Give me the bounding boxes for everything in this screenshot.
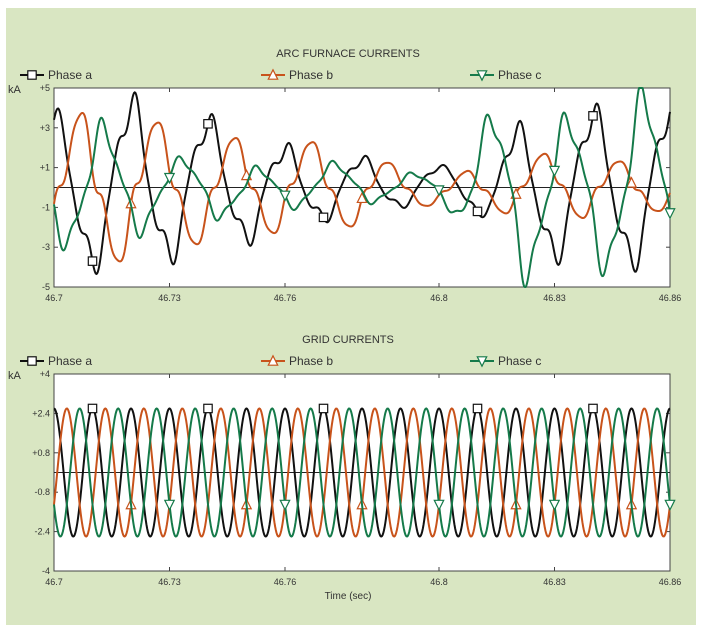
y-tick-label: -4: [42, 566, 50, 576]
series-marker: [318, 403, 329, 414]
figure: ARC FURNACE CURRENTS kA +5 +3 +1 -1 -3 -5 46.7 46…: [6, 8, 696, 625]
legend-item: Phase c: [470, 68, 541, 82]
y-tick-label: +2.4: [32, 408, 50, 418]
series-marker: [203, 119, 213, 129]
series-marker: [87, 256, 98, 266]
legend-label: Phase b: [289, 68, 333, 82]
series-marker: [548, 499, 561, 512]
series-marker: [664, 208, 676, 220]
series-marker: [472, 403, 483, 414]
legend-item: Phase a: [20, 354, 92, 368]
legend-marker: [476, 70, 488, 82]
series-marker: [279, 190, 291, 202]
legend-item: Phase a: [20, 68, 92, 82]
legend-marker: [27, 70, 37, 80]
legend-item: Phase c: [470, 354, 541, 368]
y-tick-label: -0.8: [34, 487, 50, 497]
series-phase-c: [53, 407, 676, 538]
x-tick-label: 46.86: [659, 577, 682, 587]
chart-title: ARC FURNACE CURRENTS: [276, 48, 420, 60]
y-tick-label: +5: [40, 83, 50, 93]
legend-label: Phase a: [48, 354, 92, 368]
y-tick-label: -5: [42, 282, 50, 292]
series-line: [53, 87, 671, 288]
series-line: [53, 91, 671, 276]
y-tick-label: +4: [40, 369, 50, 379]
y-axis-label: kA: [8, 84, 22, 96]
series-marker: [163, 172, 176, 185]
x-tick-label: 46.7: [45, 293, 63, 303]
series-marker: [433, 185, 445, 197]
series-marker: [625, 176, 638, 188]
series-marker: [203, 403, 213, 414]
legend-marker: [476, 356, 488, 368]
legend-item: Phase b: [261, 354, 333, 368]
series-marker: [433, 499, 445, 512]
x-tick-label: 46.83: [543, 293, 566, 303]
y-axis-label: kA: [8, 370, 22, 382]
series-marker: [588, 111, 598, 121]
series-phase-c: [53, 87, 676, 288]
series-phase-a: [53, 91, 671, 276]
legend-marker: [27, 356, 37, 366]
x-tick-label: 46.7: [45, 577, 63, 587]
series-marker: [664, 499, 676, 512]
legend-marker: [267, 68, 279, 80]
series-marker: [548, 165, 561, 178]
x-tick-label: 46.76: [274, 293, 297, 303]
series-marker: [279, 499, 291, 512]
legend-label: Phase c: [498, 68, 541, 82]
x-tick-label: 46.73: [158, 577, 181, 587]
series-marker: [87, 403, 98, 414]
x-tick-label: 46.8: [430, 577, 448, 587]
series-marker: [472, 206, 483, 217]
y-tick-label: +3: [40, 123, 50, 133]
legend-item: Phase b: [261, 68, 333, 82]
x-tick-label: 46.73: [158, 293, 181, 303]
y-tick-label: +1: [40, 163, 50, 173]
x-tick-label: 46.76: [274, 577, 297, 587]
x-tick-label: 46.8: [430, 293, 448, 303]
series-marker: [318, 212, 329, 223]
x-tick-label: 46.83: [543, 577, 566, 587]
series-marker: [588, 403, 598, 414]
legend-label: Phase c: [498, 354, 541, 368]
series-line: [53, 407, 671, 538]
series-marker: [163, 499, 176, 512]
chart-title: GRID CURRENTS: [302, 334, 394, 346]
y-tick-label: -1: [42, 202, 50, 212]
legend-label: Phase b: [289, 354, 333, 368]
x-axis-label: Time (sec): [325, 591, 372, 602]
y-tick-label: +0.8: [32, 448, 50, 458]
series-marker: [356, 191, 368, 204]
y-tick-label: -2.4: [34, 527, 50, 537]
legend-marker: [267, 354, 279, 366]
legend-label: Phase a: [48, 68, 92, 82]
x-tick-label: 46.86: [659, 293, 682, 303]
chart-2: GRID CURRENTS kA +4 +2.4 +0.8 -0.8 -2.4 -446.7 4…: [8, 334, 681, 602]
chart-1: ARC FURNACE CURRENTS kA +5 +3 +1 -1 -3 -546.7 46…: [8, 48, 681, 303]
y-tick-label: -3: [42, 242, 50, 252]
